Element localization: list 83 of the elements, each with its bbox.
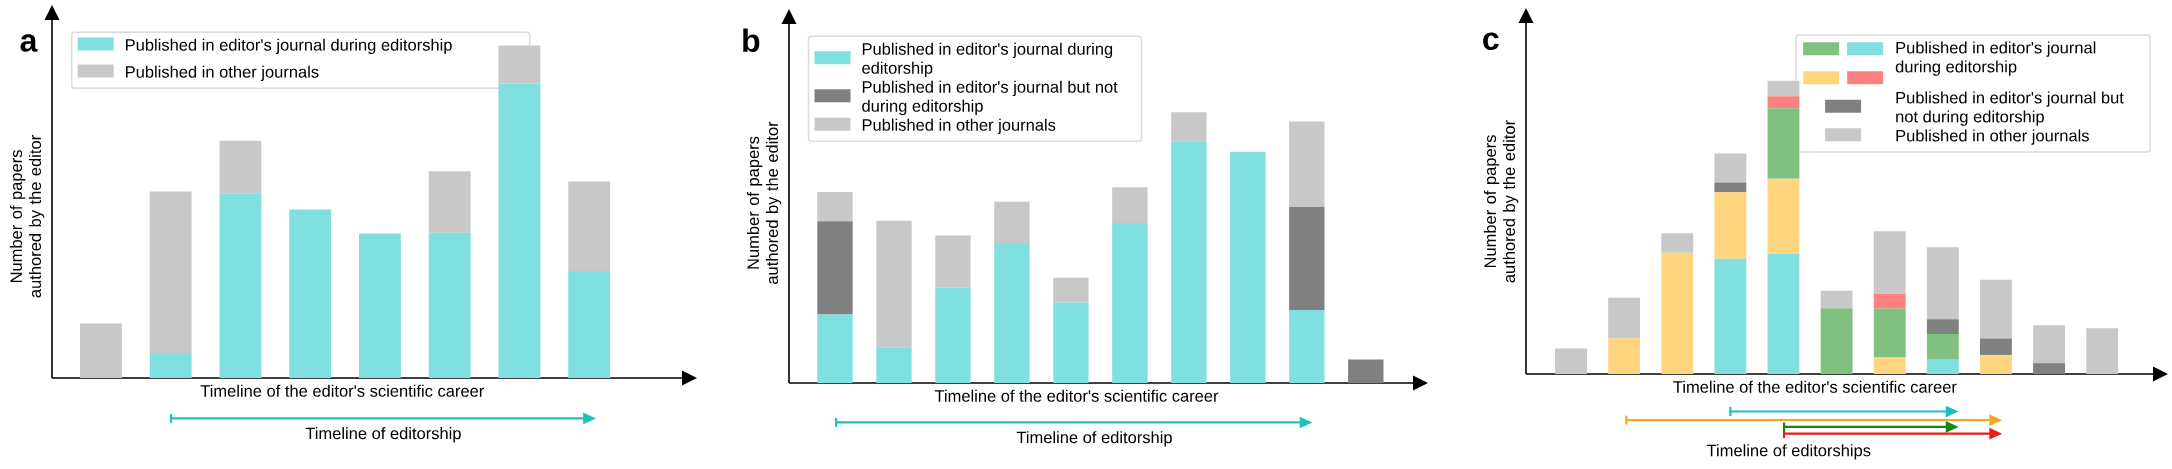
bar [935, 235, 971, 288]
bar [1980, 338, 2012, 355]
bar [428, 171, 471, 233]
bar [1608, 338, 1641, 374]
bar [1873, 231, 1906, 294]
bar [1926, 247, 1959, 320]
bar [79, 323, 122, 378]
bar [1873, 357, 1906, 374]
legend-label: Published in editor's journal but not during editorship [1896, 91, 2124, 126]
bar [498, 83, 541, 378]
bar [1171, 112, 1207, 142]
legend-label: Published in other journals [862, 118, 1056, 135]
bar [1289, 121, 1325, 208]
bar [1767, 108, 1800, 179]
bar [1926, 319, 1959, 335]
bar [1348, 359, 1384, 383]
bar [1767, 80, 1800, 97]
bar [2086, 328, 2119, 374]
bar [1714, 153, 1747, 183]
bar [219, 140, 262, 194]
x-axis-title: Timeline of the editor's scientific career [934, 389, 1219, 402]
bar [1555, 348, 1587, 374]
bar [876, 220, 912, 348]
legend-label: Published in other journals [1896, 129, 2089, 145]
bar [876, 347, 912, 383]
bar [1112, 223, 1148, 383]
bar [1289, 309, 1325, 383]
y-axis-title: Number of papers authored by the editor [1483, 120, 1519, 283]
bar [1112, 187, 1148, 224]
bar [1171, 141, 1207, 383]
y-axis-title: Number of papers authored by the editor [9, 135, 45, 298]
bar [817, 191, 853, 222]
bar [428, 232, 471, 378]
bar [1767, 253, 1800, 374]
bar [1926, 359, 1959, 374]
x-axis-title: Timeline of the editor's scientific career [200, 384, 484, 397]
bar [1289, 207, 1325, 310]
chart-title: a [20, 34, 38, 52]
bar [219, 193, 262, 378]
bar [2033, 363, 2065, 374]
x-axis-title: Timeline of the editor's scientific career [1673, 380, 1957, 393]
bar [994, 201, 1030, 244]
legend-label: Published in editor's journal during editorship [1895, 41, 2096, 76]
bar [2033, 325, 2065, 364]
bar [289, 209, 332, 378]
bar [1820, 308, 1853, 374]
bar [1661, 233, 1694, 253]
bar [817, 221, 853, 315]
bar [1980, 279, 2012, 339]
bar [1053, 302, 1089, 383]
bar [359, 233, 401, 378]
chart-title: c [1483, 32, 1499, 50]
bar [1980, 354, 2012, 374]
text: Timeline of editorship [305, 427, 461, 443]
bar [149, 191, 192, 354]
legend-label: Published in other journals [126, 65, 319, 82]
bar [568, 181, 611, 271]
bar [1714, 182, 1747, 193]
bar [1714, 192, 1747, 259]
text: Timeline of editorships [1706, 444, 1871, 460]
bar [498, 45, 541, 84]
bar [1714, 258, 1747, 374]
legend-label: Published in editor's journal but not during editorship [862, 80, 1118, 116]
y-axis-title: Number of papers authored by the editor [746, 121, 782, 284]
bar [1230, 151, 1266, 383]
bar [1608, 297, 1641, 339]
legend-label: Published in editor's journal during editorship [862, 42, 1113, 78]
bar [1767, 178, 1800, 254]
bar [1661, 252, 1694, 374]
bar [994, 243, 1030, 383]
bar [1820, 290, 1853, 309]
bar [1053, 277, 1089, 303]
chart-title: b [743, 28, 760, 53]
bar [1767, 96, 1800, 109]
bar [817, 314, 853, 383]
bar [935, 287, 971, 383]
bar [1926, 334, 1959, 360]
bar [1873, 308, 1906, 358]
bar [1873, 293, 1906, 309]
bar [149, 353, 192, 378]
legend-label: Published in editor's journal during editorship [126, 38, 452, 55]
bar [568, 270, 611, 378]
text: Timeline of editorship [1016, 431, 1172, 447]
